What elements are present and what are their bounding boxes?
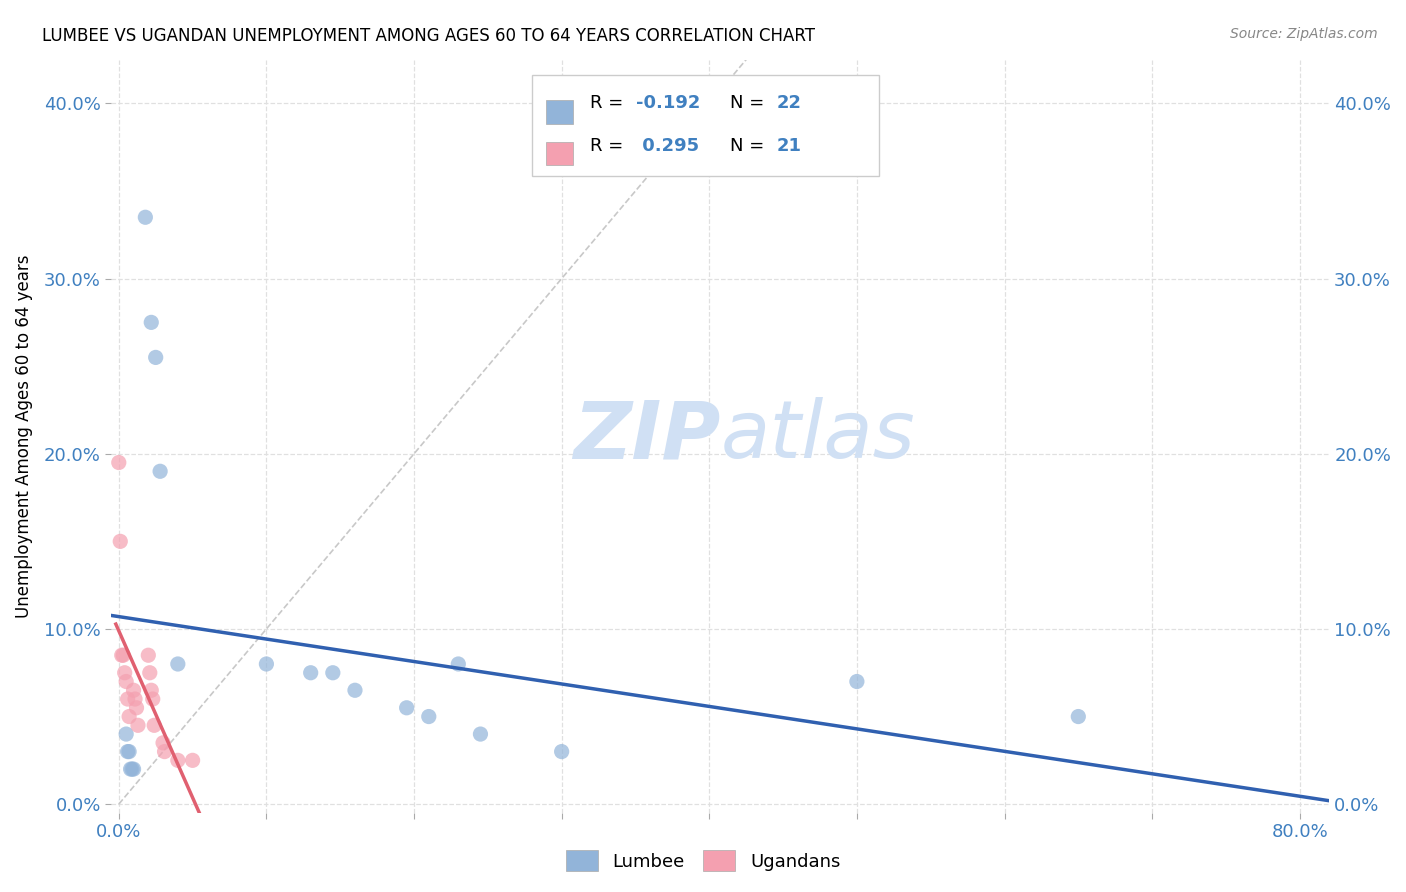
Point [447,657,470,671]
Legend: Lumbee, Ugandans: Lumbee, Ugandans [558,843,848,879]
Point [120,762,142,776]
Text: ZIP: ZIP [574,397,720,475]
Text: 21: 21 [776,137,801,155]
Point [125,700,148,714]
Text: R =: R = [591,137,628,155]
Point [136,648,159,663]
Point [550,745,572,759]
Point [121,762,143,776]
Point [153,745,176,759]
Point [141,683,163,698]
Text: 0.295: 0.295 [637,137,699,155]
Point [127,718,149,732]
Text: N =: N = [730,137,770,155]
FancyBboxPatch shape [546,101,574,124]
Point [470,727,492,741]
Point [145,351,167,365]
Point [117,692,139,706]
Point [395,700,418,714]
Point [142,692,165,706]
Point [299,665,322,680]
Point [139,665,162,680]
Point [114,665,136,680]
Text: -0.192: -0.192 [637,94,700,112]
Point [418,709,440,723]
Y-axis label: Unemployment Among Ages 60 to 64 years: Unemployment Among Ages 60 to 64 years [15,254,32,618]
Point [1067,709,1090,723]
Point [111,648,134,663]
Point [115,727,138,741]
Point [143,718,166,732]
Text: N =: N = [730,94,770,112]
Point [118,745,141,759]
Point [166,753,188,767]
Point [110,534,132,549]
FancyBboxPatch shape [546,142,574,165]
Text: atlas: atlas [720,397,915,475]
Point [134,211,156,225]
Text: Source: ZipAtlas.com: Source: ZipAtlas.com [1230,27,1378,41]
Point [141,315,163,329]
Point [254,657,277,671]
Point [152,736,174,750]
Point [181,753,204,767]
Point [845,674,868,689]
Text: LUMBEE VS UGANDAN UNEMPLOYMENT AMONG AGES 60 TO 64 YEARS CORRELATION CHART: LUMBEE VS UGANDAN UNEMPLOYMENT AMONG AGE… [42,27,815,45]
Point [115,674,138,689]
Point [107,456,129,470]
Text: 22: 22 [776,94,801,112]
Point [124,692,146,706]
Text: R =: R = [591,94,628,112]
FancyBboxPatch shape [531,75,879,177]
Point [322,665,344,680]
Point [117,745,139,759]
Point [118,709,141,723]
Point [166,657,188,671]
Point [149,464,172,478]
Point [122,762,145,776]
Point [122,683,145,698]
Point [343,683,366,698]
Point [112,648,135,663]
